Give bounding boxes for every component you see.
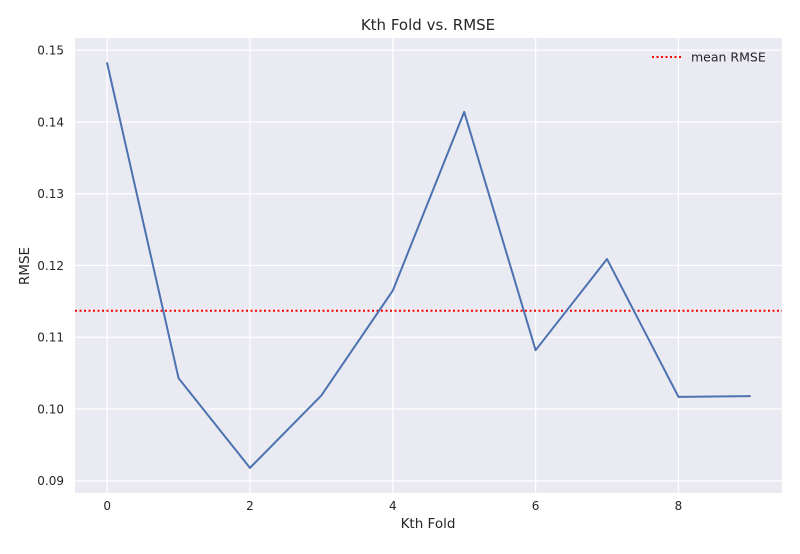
x-tick-label: 8 — [675, 499, 683, 513]
x-tick-label: 2 — [246, 499, 254, 513]
y-tick-label: 0.11 — [37, 331, 64, 345]
y-tick-label: 0.14 — [37, 115, 64, 129]
y-tick-label: 0.13 — [37, 187, 64, 201]
y-tick-label: 0.10 — [37, 402, 64, 416]
x-tick-label: 0 — [103, 499, 111, 513]
chart-title: Kth Fold vs. RMSE — [361, 16, 495, 34]
x-tick-label: 4 — [389, 499, 397, 513]
y-tick-label: 0.15 — [37, 44, 64, 58]
x-axis-label: Kth Fold — [401, 516, 456, 532]
y-axis-label: RMSE — [17, 247, 33, 285]
legend-label-mean-rmse: mean RMSE — [691, 50, 766, 65]
y-tick-label: 0.09 — [37, 474, 64, 488]
x-tick-label: 6 — [532, 499, 540, 513]
x-axis-ticks: 0 2 4 6 8 — [103, 499, 682, 513]
y-axis-ticks: 0.09 0.10 0.11 0.12 0.13 0.14 0.15 — [37, 44, 64, 489]
y-tick-label: 0.12 — [37, 259, 64, 273]
